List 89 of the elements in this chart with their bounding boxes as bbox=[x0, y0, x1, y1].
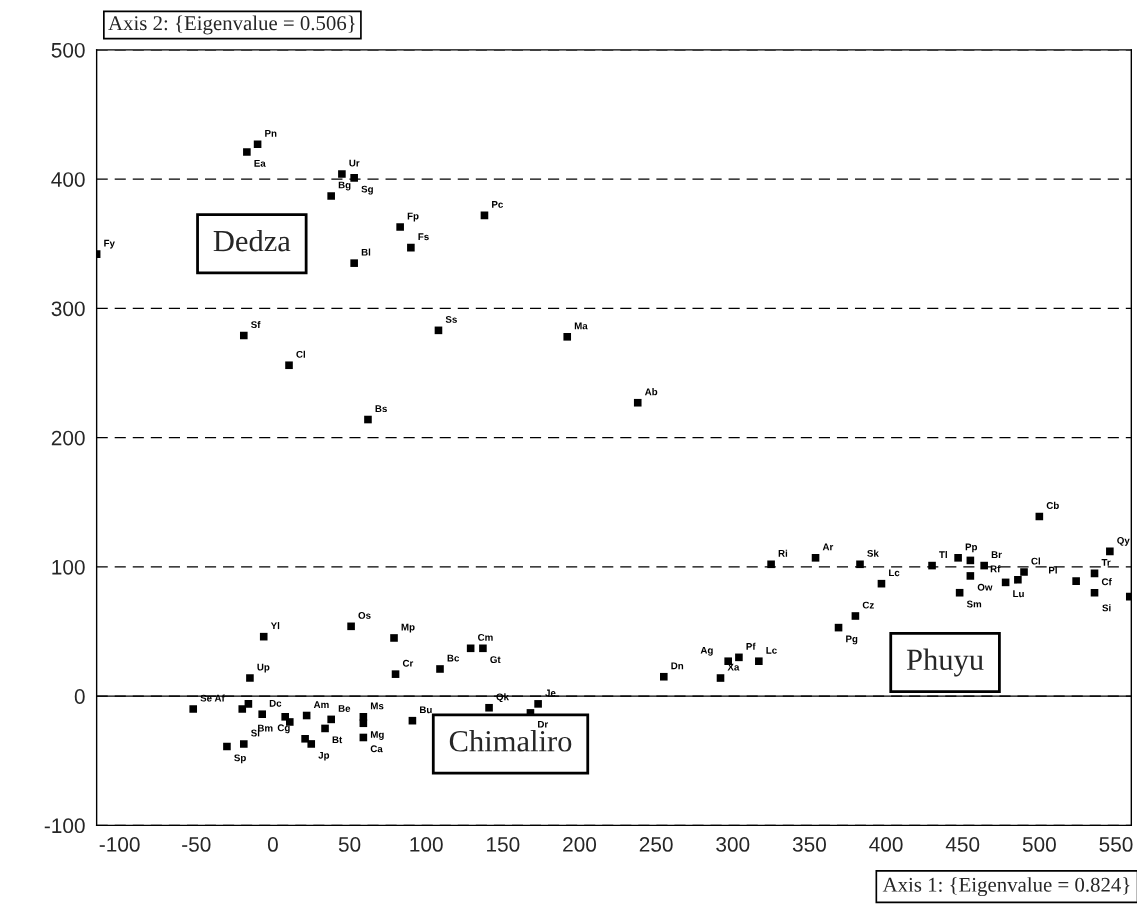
annotation: Bg bbox=[338, 181, 351, 191]
annotation: Cg bbox=[277, 724, 290, 734]
annotation: Si bbox=[1102, 604, 1111, 612]
annotation: Pp bbox=[965, 543, 978, 553]
x-tick-label: 450 bbox=[945, 837, 980, 852]
x-tick-label: 250 bbox=[639, 837, 673, 852]
annotation: Mg bbox=[370, 731, 384, 740]
annotation: Jp bbox=[318, 751, 330, 761]
annotation: Sm bbox=[966, 600, 982, 608]
annotation: Sg bbox=[361, 185, 373, 195]
annotation: Ar bbox=[822, 543, 834, 551]
annotation: Cf bbox=[1101, 578, 1112, 586]
annotation: Qy bbox=[1117, 537, 1130, 546]
x-tick-label: -50 bbox=[182, 837, 211, 852]
annotation: Cb bbox=[1046, 501, 1059, 509]
annotation: Chimaliro bbox=[449, 730, 572, 752]
annotation: Pl bbox=[1049, 566, 1057, 574]
annotation: Bc bbox=[447, 654, 460, 662]
x-tick-label: 300 bbox=[716, 837, 750, 852]
x-tick-label: 200 bbox=[563, 837, 597, 852]
annotation: Bt bbox=[332, 736, 343, 744]
annotation: Ms bbox=[370, 702, 384, 710]
annotation: Fy bbox=[104, 239, 115, 249]
annotation: Lu bbox=[1013, 590, 1024, 598]
annotation: Tr bbox=[1101, 559, 1111, 566]
annotation: Sf bbox=[251, 320, 261, 329]
annotation: Bm bbox=[258, 724, 273, 732]
annotation: Os bbox=[358, 611, 371, 619]
annotation: Cm bbox=[478, 633, 493, 641]
y-tick-label: 0 bbox=[74, 689, 85, 704]
y-tick-label: 400 bbox=[51, 172, 85, 187]
x-tick-label: 550 bbox=[1099, 837, 1133, 852]
y-tick-label: -100 bbox=[44, 818, 85, 834]
annotation: Sk bbox=[867, 549, 879, 557]
annotation: Dc bbox=[269, 699, 282, 707]
annotation: Pn bbox=[265, 129, 277, 137]
x-tick-label: 150 bbox=[487, 837, 520, 852]
y-tick-label: 500 bbox=[51, 42, 85, 58]
x-tick-label: 500 bbox=[1022, 837, 1056, 852]
annotation: Am bbox=[313, 701, 329, 708]
x-tick-label: 400 bbox=[869, 837, 903, 852]
annotation: Yl bbox=[270, 622, 280, 630]
y-tick-label: 100 bbox=[52, 559, 85, 575]
annotation: Br bbox=[991, 551, 1002, 559]
x-tick-label: 50 bbox=[338, 837, 361, 852]
x-tick-label: 0 bbox=[267, 837, 278, 852]
annotation: Sp bbox=[234, 754, 246, 764]
x-tick-label: 350 bbox=[792, 837, 826, 852]
annotation: Ca bbox=[370, 745, 383, 753]
annotation: Cr bbox=[402, 659, 414, 667]
annotation: Bu bbox=[420, 706, 432, 714]
annotation: Bs bbox=[375, 405, 387, 413]
x-axis-title: Axis 1: {Eigenvalue = 0.824} bbox=[882, 877, 1130, 897]
annotation: Cl bbox=[296, 350, 305, 358]
annotation: Cl bbox=[1031, 557, 1040, 565]
annotation: Pg bbox=[846, 635, 858, 645]
x-tick-label: -100 bbox=[99, 837, 140, 852]
annotation: Fs bbox=[418, 233, 429, 241]
annotation: Ab bbox=[644, 388, 658, 396]
annotation: Sl bbox=[251, 729, 260, 737]
annotation: Tl bbox=[939, 550, 947, 559]
annotation: Be bbox=[338, 705, 351, 712]
y-tick-label: 300 bbox=[51, 301, 85, 317]
annotation: Ea bbox=[254, 159, 266, 167]
annotation: Mp bbox=[401, 623, 415, 633]
annotation: Ri bbox=[778, 549, 788, 557]
annotation: Lc bbox=[889, 569, 900, 577]
annotation: Pc bbox=[492, 201, 504, 208]
annotation: Bl bbox=[361, 248, 371, 256]
annotation: Cz bbox=[862, 601, 874, 609]
annotation: Dn bbox=[671, 662, 684, 670]
x-tick-label: 100 bbox=[410, 837, 443, 852]
annotation: Ur bbox=[349, 159, 360, 167]
annotation: Dedza bbox=[213, 229, 291, 252]
annotation: Ow bbox=[977, 583, 993, 591]
annotation: Je bbox=[545, 689, 556, 697]
annotation: Ma bbox=[574, 322, 588, 330]
annotation: Rf bbox=[990, 565, 1001, 573]
annotation: Lc bbox=[766, 646, 777, 654]
annotation: Phuyu bbox=[906, 648, 984, 677]
annotation: Gt bbox=[490, 656, 501, 664]
y-tick-label: 200 bbox=[51, 430, 85, 446]
y-axis-title: Axis 2: {Eigenvalue = 0.506} bbox=[108, 15, 355, 35]
annotation: Up bbox=[257, 663, 270, 673]
annotation: Pf bbox=[746, 642, 756, 650]
annotation: Ss bbox=[445, 315, 457, 323]
annotation: Dr bbox=[538, 720, 549, 728]
annotation: Ag bbox=[700, 646, 713, 656]
annotation: Fp bbox=[407, 212, 419, 222]
